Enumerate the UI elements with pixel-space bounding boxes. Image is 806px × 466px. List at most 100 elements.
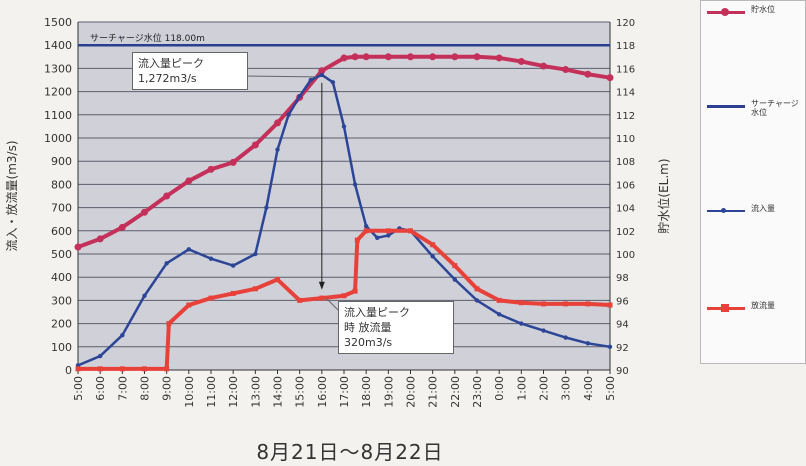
data-point-outflow	[563, 301, 569, 307]
data-point-outflow	[541, 301, 546, 307]
y-tick-label-right: 118	[616, 41, 635, 52]
data-point-reservoir-level	[429, 53, 437, 61]
data-point-reservoir-level	[562, 66, 570, 74]
x-tick-label: 13:00	[249, 376, 262, 408]
x-tick-label: 12:00	[227, 376, 240, 408]
y-tick-label-right: 104	[616, 204, 635, 215]
data-point-reservoir-level	[185, 177, 193, 185]
x-tick-label: 18:00	[360, 376, 373, 408]
y-tick-label-right: 98	[616, 273, 629, 284]
legend-label: サーチャージ水位	[751, 99, 799, 117]
legend-label: 貯水位	[751, 5, 775, 14]
data-point-reservoir-level	[473, 53, 481, 61]
series-line-0	[77, 54, 611, 249]
x-tick-label: 0:00	[493, 376, 506, 401]
data-point-inflow	[297, 94, 302, 99]
y-tick-label-left: 1100	[44, 109, 72, 122]
legend-marker-circle	[721, 8, 729, 16]
y-tick-label-left: 0	[65, 364, 72, 377]
data-point-outflow	[607, 302, 613, 308]
legend-item-reservoir-level: 貯水位	[701, 3, 805, 23]
y-tick-label-left: 1400	[44, 39, 72, 52]
data-point-inflow	[264, 205, 269, 210]
data-point-reservoir-level	[229, 158, 237, 166]
legend-marker-dot	[721, 208, 726, 213]
data-point-outflow	[352, 288, 358, 294]
x-tick-label: 21:00	[427, 376, 440, 408]
data-point-inflow	[452, 277, 458, 282]
data-point-outflow	[385, 228, 391, 234]
data-point-outflow	[230, 290, 236, 296]
legend-item-outflow: 放流量	[701, 299, 805, 319]
data-point-outflow	[275, 277, 280, 283]
data-point-outflow	[585, 301, 591, 307]
arrow-head	[318, 281, 325, 290]
annotation-leader-line	[239, 75, 316, 78]
annotation-outflow-at-peak: 流入量ピーク 時 放流量 320m3/s	[338, 301, 454, 354]
y-tick-label-right: 102	[616, 227, 635, 238]
data-point-inflow	[286, 112, 291, 118]
data-point-inflow	[375, 235, 380, 240]
data-point-inflow	[585, 341, 591, 346]
data-point-inflow	[142, 293, 147, 298]
x-tick-label: 2:00	[538, 376, 551, 401]
x-tick-label: 1:00	[515, 376, 528, 401]
data-point-reservoir-level	[540, 62, 547, 70]
y-tick-label-left: 800	[51, 178, 72, 191]
legend-marker-square	[721, 304, 729, 312]
y-axis-title-left: 流入・放流量(m3/s)	[4, 141, 19, 252]
y-tick-label-right: 90	[616, 366, 629, 377]
data-point-outflow	[186, 302, 192, 308]
data-point-reservoir-level	[141, 208, 148, 216]
y-tick-label-left: 700	[51, 202, 72, 215]
data-point-reservoir-level	[118, 223, 126, 231]
x-tick-label: 14:00	[272, 376, 285, 408]
data-point-outflow	[208, 295, 214, 301]
data-point-reservoir-level	[96, 235, 104, 243]
data-point-inflow	[208, 256, 214, 261]
y-tick-label-left: 900	[51, 155, 72, 168]
data-point-inflow	[607, 344, 613, 349]
data-point-reservoir-level	[163, 192, 171, 200]
data-point-outflow	[430, 242, 436, 248]
y-tick-label-left: 100	[51, 341, 72, 354]
data-point-reservoir-level	[351, 53, 359, 61]
data-point-outflow	[354, 237, 360, 243]
data-point-inflow	[519, 321, 524, 326]
data-point-reservoir-level	[318, 67, 326, 75]
x-tick-label: 16:00	[316, 376, 329, 408]
data-point-reservoir-level	[251, 141, 259, 149]
data-point-inflow	[474, 298, 480, 303]
data-point-outflow	[474, 286, 480, 292]
x-tick-label: 5:00	[604, 376, 617, 401]
data-point-reservoir-level	[495, 54, 503, 62]
legend-item-surcharge: サーチャージ水位	[701, 97, 805, 117]
data-point-outflow	[166, 321, 172, 327]
data-point-outflow	[164, 366, 170, 372]
data-point-inflow	[253, 251, 258, 257]
data-point-outflow	[496, 297, 502, 303]
y-tick-label-left: 1300	[44, 62, 72, 75]
y-tick-label-left: 1000	[44, 132, 72, 145]
data-point-inflow	[186, 247, 192, 252]
y-tick-label-right: 94	[616, 320, 629, 331]
x-tick-label: 9:00	[161, 376, 174, 401]
data-point-reservoir-level	[274, 119, 281, 127]
y-tick-label-right: 100	[616, 250, 635, 261]
y-tick-label-left: 200	[51, 318, 72, 331]
annotation-inflow-peak: 流入量ピーク 1,272m3/s	[132, 52, 248, 90]
x-tick-label: 4:00	[582, 376, 595, 401]
legend-label: 放流量	[751, 301, 775, 310]
x-tick-label: 19:00	[382, 376, 395, 408]
chart: 0100200300400500600700800900100011001200…	[4, 16, 671, 408]
annotation-leader-line	[325, 297, 339, 311]
data-point-outflow	[252, 286, 258, 292]
data-point-inflow	[97, 353, 103, 359]
x-tick-label: 17:00	[338, 376, 351, 408]
y-tick-label-right: 106	[616, 180, 635, 191]
data-point-outflow	[518, 300, 524, 306]
data-point-inflow	[496, 312, 502, 317]
y-tick-label-right: 120	[616, 18, 635, 29]
annotation-line: 流入量ピーク	[138, 57, 204, 70]
y-tick-label-left: 1500	[44, 16, 72, 29]
